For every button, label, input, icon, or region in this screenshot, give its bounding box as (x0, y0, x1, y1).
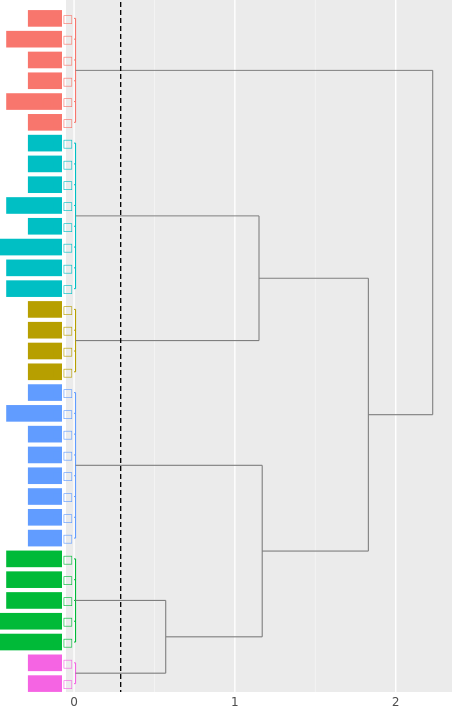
leaf-label: □ (63, 324, 73, 337)
leaf-label: □□ (52, 594, 73, 607)
leaf-bar (6, 280, 62, 297)
leaf-label: □□ (52, 262, 73, 275)
leaf-bar (27, 488, 62, 505)
leaf-bar (27, 155, 62, 173)
leaf-bar (6, 571, 62, 588)
leaf-bar (0, 238, 62, 256)
leaf-bar (6, 259, 62, 277)
leaf-label: □ (63, 553, 73, 566)
leaf-bar (27, 508, 62, 526)
leaf-bar (27, 467, 62, 485)
leaf-label: □□ (52, 33, 73, 46)
leaf-label: □□ (52, 532, 73, 545)
leaf-bar (27, 72, 62, 90)
leaf-label: □□ (52, 75, 73, 88)
leaf-label: □□ (52, 179, 73, 192)
leaf-label: □□ (52, 345, 73, 358)
leaf-bar (0, 612, 62, 630)
major-gridlines (73, 0, 397, 692)
leaf-label: □□ (52, 636, 73, 649)
leaf-bar (27, 176, 62, 194)
leaf-label: □□ (52, 491, 73, 504)
leaf-bar (27, 446, 62, 464)
leaf-bar (6, 550, 62, 568)
leaf-bar (27, 675, 62, 692)
leaf-label: □□ (52, 199, 73, 212)
leaf-bar (27, 10, 62, 27)
leaf-label: □□ (52, 470, 73, 483)
leaf-label: □□ (52, 449, 73, 462)
x-tick-label: 0 (70, 695, 78, 708)
plot-panel (66, 0, 452, 692)
dendrogram-segments (74, 17, 434, 685)
leaf-bar (27, 134, 62, 152)
leaf-bar (27, 654, 62, 672)
leaf-label: □□ (52, 407, 73, 420)
leaf-bar (27, 217, 62, 235)
leaf-bar (0, 633, 62, 651)
leaf-bar (6, 405, 62, 422)
leaf-label: □□ (52, 366, 73, 379)
leaf-label: □□□ (42, 241, 73, 254)
leaf-label: □□ (52, 220, 73, 233)
leaf-bar (27, 425, 62, 443)
minor-gridlines (154, 0, 316, 692)
leaf-label: □□ (52, 387, 73, 400)
leaf-label: □□ (52, 303, 73, 316)
leaf-bar (27, 301, 62, 318)
leaf-bar (6, 592, 62, 609)
leaf-label: □□□ (42, 96, 73, 109)
leaf-label: □□ (52, 428, 73, 441)
leaf-label: □□ (52, 283, 73, 296)
x-tick-label: 2 (392, 695, 400, 708)
leaf-bar (27, 529, 62, 547)
leaf-bar (27, 321, 62, 339)
leaf-label: □□ (52, 657, 73, 670)
leaf-bar (27, 51, 62, 69)
x-axis-ticks: 0 1 2 (70, 695, 399, 708)
leaf-label: □□ (52, 158, 73, 171)
leaf-label: □□ (52, 116, 73, 129)
leaf-label: □□ (52, 574, 73, 587)
leaf-label: □□ (52, 54, 73, 67)
leaf-bar (6, 93, 62, 110)
leaf-bar (27, 342, 62, 360)
leaf-bar (6, 197, 62, 214)
leaf-bar (27, 384, 62, 401)
leaf-labels: □□□□□□□□□□□□□□□□□□□□□□□□□□□□□□□□□□□□□□□□… (42, 12, 73, 690)
x-tick-label: 1 (231, 695, 239, 708)
leaf-label: □□ (52, 511, 73, 524)
leaf-bars (0, 10, 62, 692)
leaf-label: □ (63, 678, 73, 691)
leaf-label: □□ (52, 615, 73, 628)
leaf-bar (6, 30, 62, 48)
leaf-label: □□ (52, 137, 73, 150)
leaf-bar (27, 114, 62, 131)
leaf-bar (27, 363, 62, 381)
leaf-label: □□ (52, 12, 73, 25)
